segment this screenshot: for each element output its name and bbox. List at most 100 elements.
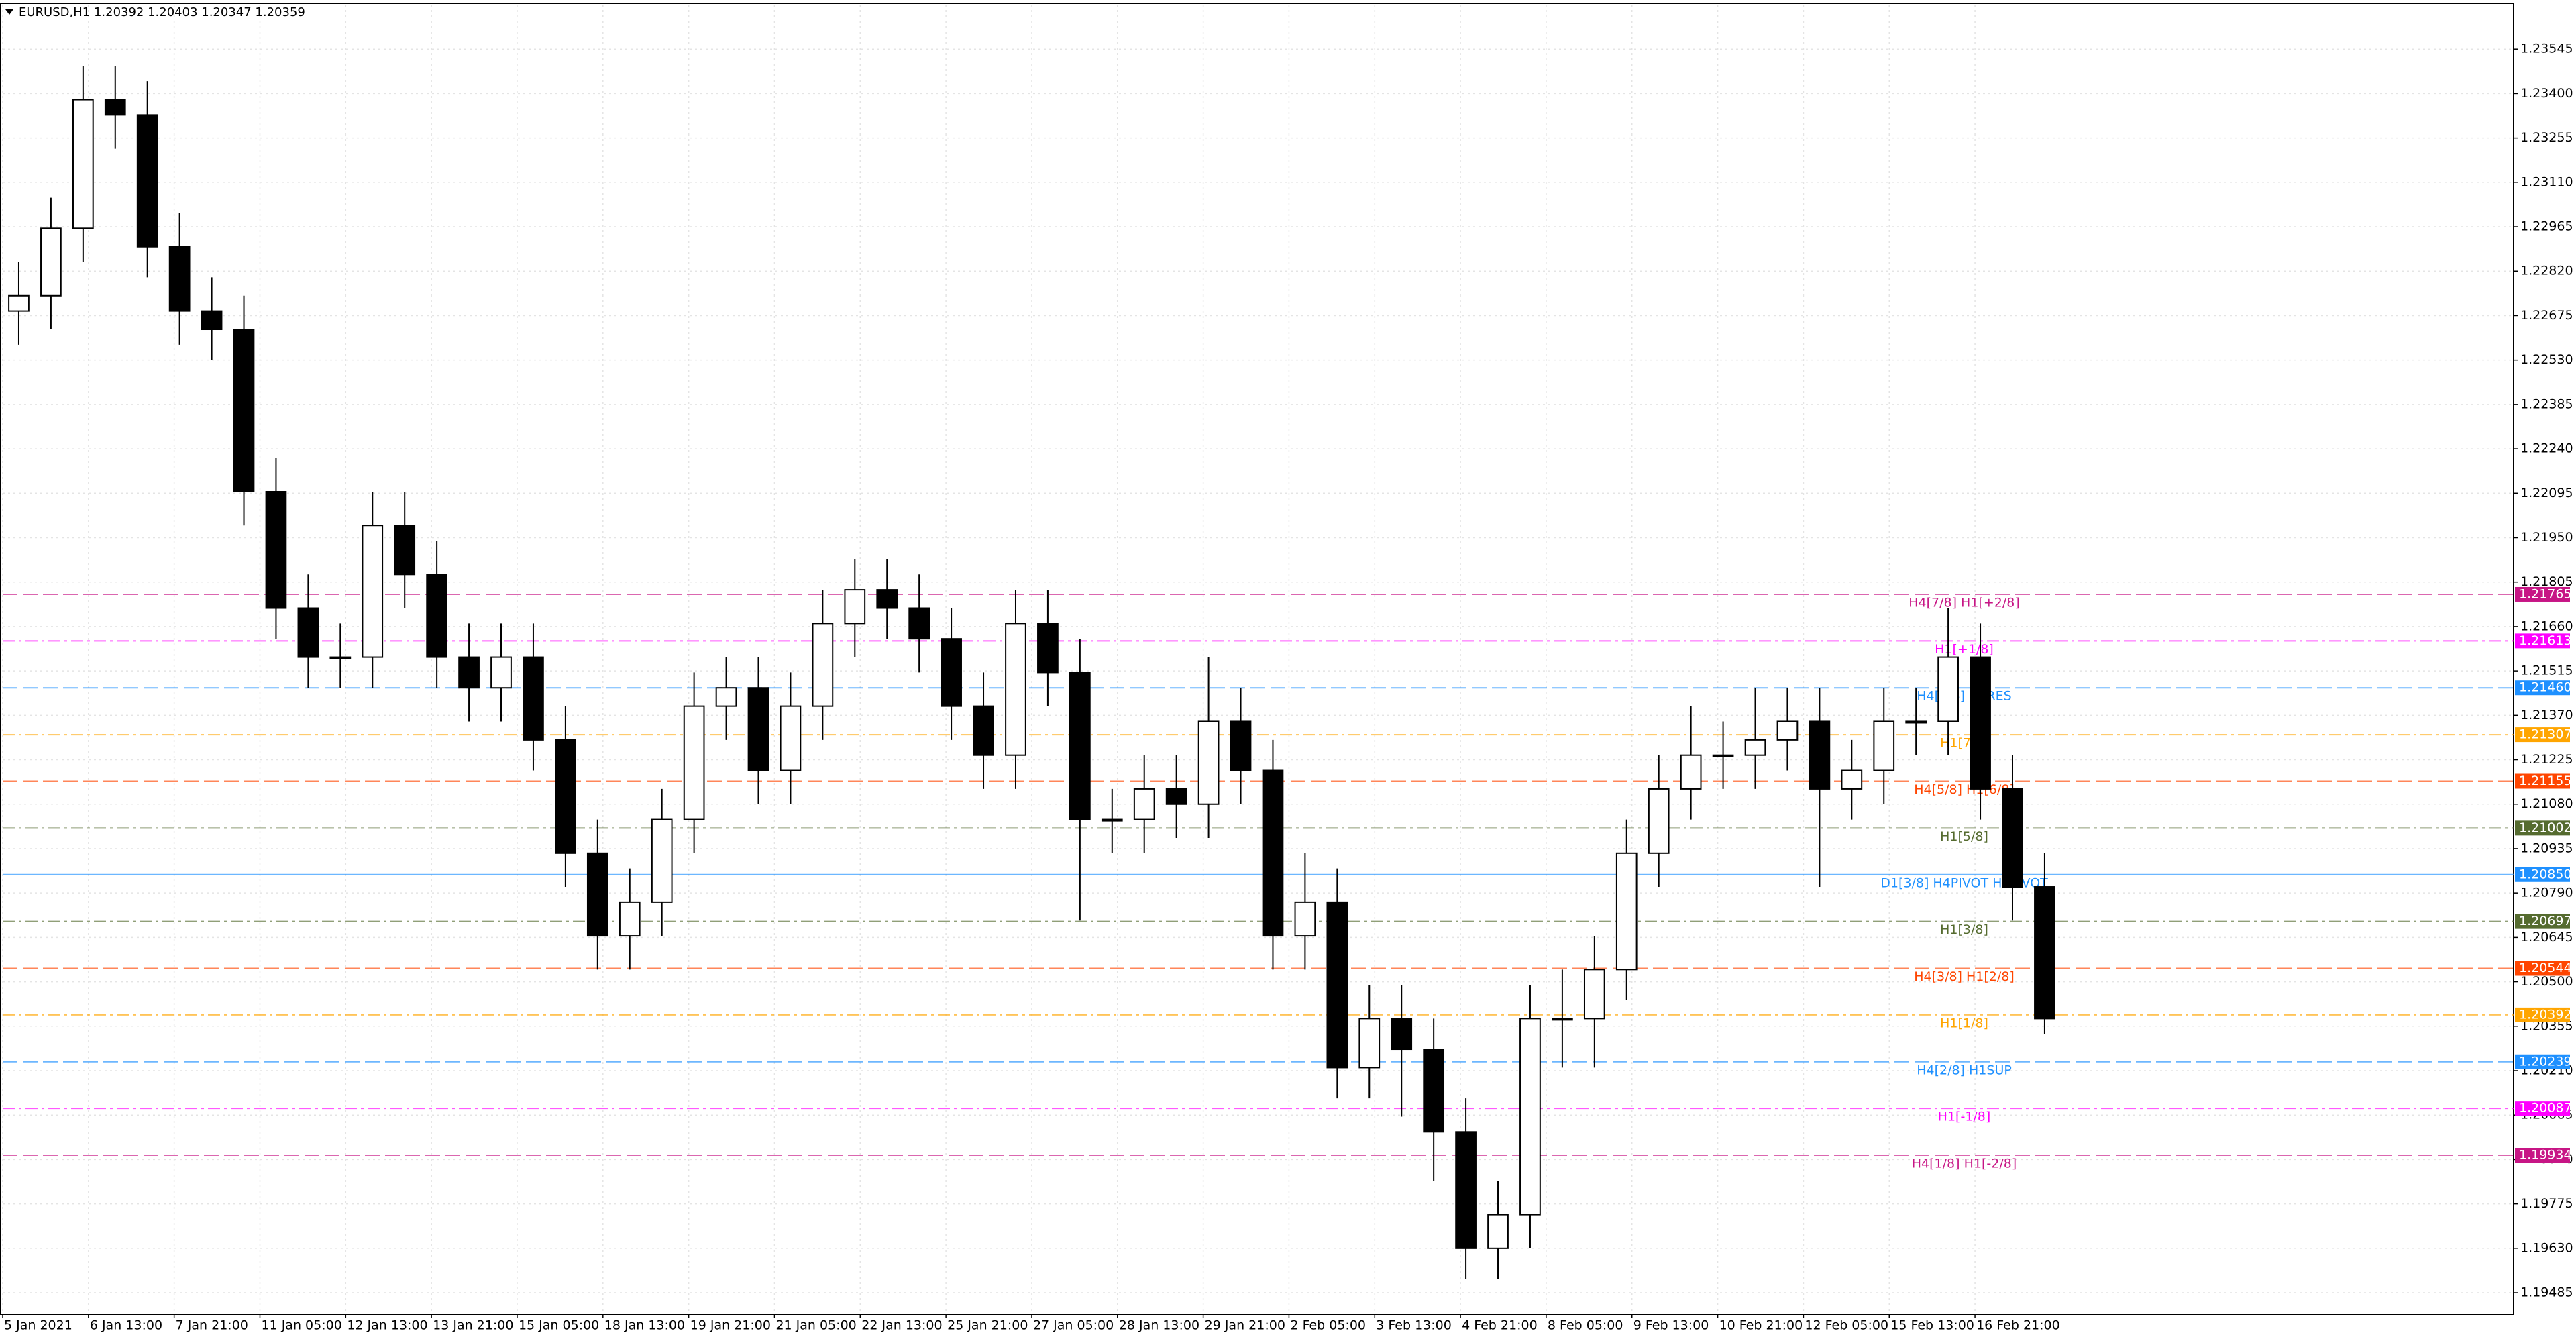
x-tick-label: 18 Jan 13:00 [604,1318,685,1333]
y-tick-label: 1.21660 [2520,619,2573,633]
price-badge-label: 1.20697 [2519,914,2572,928]
candle-body [8,294,30,312]
y-tick-label: 1.21370 [2520,708,2573,722]
level-label: H1[1/8] [1940,1016,1988,1030]
y-tick-label: 1.23110 [2520,174,2573,189]
price-badge [2515,680,2570,696]
x-tick-label: 2 Feb 05:00 [1290,1318,1366,1333]
candle-body [747,687,769,771]
y-tick-label: 1.23400 [2520,86,2573,101]
candle-body [297,607,319,658]
candle-body [1262,769,1284,937]
candle-body [1841,769,1863,790]
y-tick-label: 1.22965 [2520,219,2573,234]
candle-body [490,656,512,689]
level-label: H4[1/8] H1[-2/8] [1912,1157,2017,1171]
level-label: H4[2/8] H1SUP [1917,1063,2012,1077]
price-badge [2515,1054,2570,1069]
candle-body [908,607,930,640]
y-tick-label: 1.22820 [2520,264,2573,278]
candle-body [876,589,898,609]
chart-title: EURUSD,H1 1.20392 1.20403 1.20347 1.2035… [19,5,305,19]
candle-body [780,705,802,771]
x-tick-label: 12 Jan 13:00 [347,1318,427,1333]
candle-body [1615,852,1638,971]
x-tick-label: 21 Jan 05:00 [775,1318,856,1333]
candle-body [1905,720,1927,724]
candle-body [619,901,641,937]
y-tick-label: 1.22675 [2520,308,2573,323]
candle-body [1391,1018,1413,1051]
x-tick-label: 22 Jan 13:00 [861,1318,942,1333]
candle-body [394,525,416,576]
price-badge-label: 1.19934 [2519,1148,2572,1163]
x-tick-label: 8 Feb 05:00 [1548,1318,1623,1333]
x-tick-label: 13 Jan 21:00 [433,1318,513,1333]
candle-body [844,589,866,625]
candle-body [1294,901,1316,937]
candle-body [233,329,255,493]
candle-body [523,656,544,741]
candle-body [1744,739,1766,756]
x-tick-label: 15 Jan 05:00 [519,1318,599,1333]
candle-body [458,656,480,689]
y-tick-label: 1.21225 [2520,752,2573,767]
price-badge [2515,867,2570,882]
level-label: H1[+1/8] [1935,642,1994,657]
candle-body [1005,623,1026,756]
y-tick-label: 1.20935 [2520,841,2573,855]
x-tick-label: 16 Feb 21:00 [1976,1318,2060,1333]
candle-body [1133,788,1155,820]
candle-body [1101,818,1123,822]
price-badge-label: 1.20544 [2519,961,2572,975]
price-badge [2515,586,2570,602]
level-label: H4[7/8] H1[+2/8] [1909,595,2020,610]
price-badge [2515,1148,2570,1163]
y-tick-label: 1.23255 [2520,130,2573,145]
menu-arrow[interactable] [5,9,13,15]
y-tick-label: 1.21080 [2520,796,2573,811]
price-badge-label: 1.21002 [2519,820,2572,835]
price-badge [2515,1007,2570,1022]
candle-body [1776,720,1799,741]
x-tick-label: 28 Jan 13:00 [1119,1318,1199,1333]
price-badge-label: 1.21765 [2519,586,2572,601]
price-badge [2515,633,2570,649]
y-tick-label: 1.20645 [2520,930,2573,945]
price-badge-label: 1.20392 [2519,1007,2572,1022]
candle-body [1519,1018,1541,1216]
y-tick-label: 1.20500 [2520,974,2573,989]
candle-body [1712,754,1734,757]
candle-body [1455,1131,1477,1249]
candle-body [812,623,834,707]
candle-body [40,227,62,297]
candle-body [1648,788,1670,854]
level-label: H4[6/8] H1RES [1917,689,2011,704]
candle-body [1326,901,1348,1069]
price-badge [2515,773,2570,789]
candle-body [362,525,384,658]
level-label: H1[5/8] [1940,829,1988,844]
candle-body [1423,1049,1445,1133]
price-badge-label: 1.21613 [2519,633,2572,648]
y-tick-label: 1.21950 [2520,530,2573,545]
candle-body [1069,672,1091,820]
y-tick-label: 1.22095 [2520,486,2573,500]
x-tick-label: 19 Jan 21:00 [690,1318,771,1333]
candle-body [555,739,576,854]
candle-body [1487,1214,1509,1249]
level-label: H1[-1/8] [1938,1110,1991,1124]
x-tick-label: 4 Feb 21:00 [1462,1318,1538,1333]
price-badge [2515,820,2570,836]
candle-body [941,638,962,707]
candle-body [201,310,223,331]
level-label: H4[3/8] H1[2/8] [1914,969,2015,984]
price-badge-label: 1.21155 [2519,773,2572,788]
price-badge [2515,1101,2570,1116]
candle-body [586,852,608,937]
plot-frame [0,3,2514,1315]
candle-body [715,687,737,707]
x-tick-label: 3 Feb 13:00 [1376,1318,1452,1333]
candle-body [2002,788,2023,888]
